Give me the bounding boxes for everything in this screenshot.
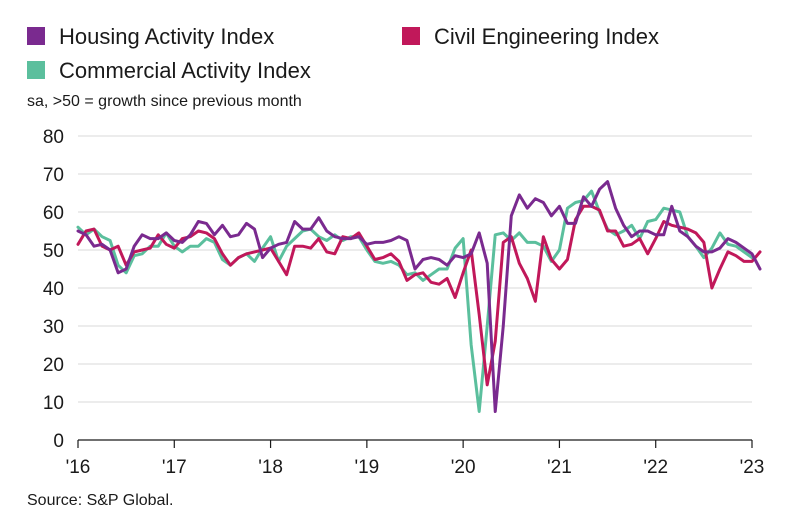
- legend-swatch-civil: [402, 27, 420, 45]
- y-tick-label: 30: [43, 317, 64, 338]
- y-tick-label: 40: [43, 279, 64, 300]
- x-tick-label: '21: [547, 457, 572, 478]
- y-axis: 0 10 20 30 40 50 60 70 80: [43, 127, 64, 452]
- y-tick-label: 50: [43, 241, 64, 262]
- legend-label-civil: Civil Engineering Index: [434, 24, 659, 49]
- legend-label-housing: Housing Activity Index: [59, 24, 274, 49]
- series-lines: [76, 180, 762, 413]
- legend: Housing Activity Index Civil Engineering…: [27, 24, 659, 83]
- legend-swatch-commercial: [27, 61, 45, 79]
- x-tick-label: '19: [354, 457, 379, 478]
- x-tick-label: '17: [162, 457, 187, 478]
- x-tick-label: '22: [643, 457, 668, 478]
- y-tick-label: 70: [43, 165, 64, 186]
- series-line-civil-engineering-index: [76, 204, 762, 387]
- x-tick-label: '18: [258, 457, 283, 478]
- y-tick-label: 20: [43, 355, 64, 376]
- y-tick-label: 0: [53, 431, 64, 452]
- y-tick-label: 60: [43, 203, 64, 224]
- x-tick-label: '20: [451, 457, 476, 478]
- x-axis: '16 '17 '18 '19 '20 '21 '22 '23: [66, 439, 765, 478]
- chart-subtitle: sa, >50 = growth since previous month: [27, 93, 302, 110]
- x-tick-label: '16: [66, 457, 91, 478]
- series-line-commercial-activity-index: [76, 189, 754, 413]
- x-tick-label: '23: [740, 457, 765, 478]
- series-line-housing-activity-index: [76, 180, 762, 413]
- y-tick-label: 10: [43, 393, 64, 414]
- chart-source: Source: S&P Global.: [27, 492, 173, 509]
- legend-swatch-housing: [27, 27, 45, 45]
- y-tick-label: 80: [43, 127, 64, 148]
- gridlines: [78, 135, 752, 403]
- legend-label-commercial: Commercial Activity Index: [59, 58, 311, 83]
